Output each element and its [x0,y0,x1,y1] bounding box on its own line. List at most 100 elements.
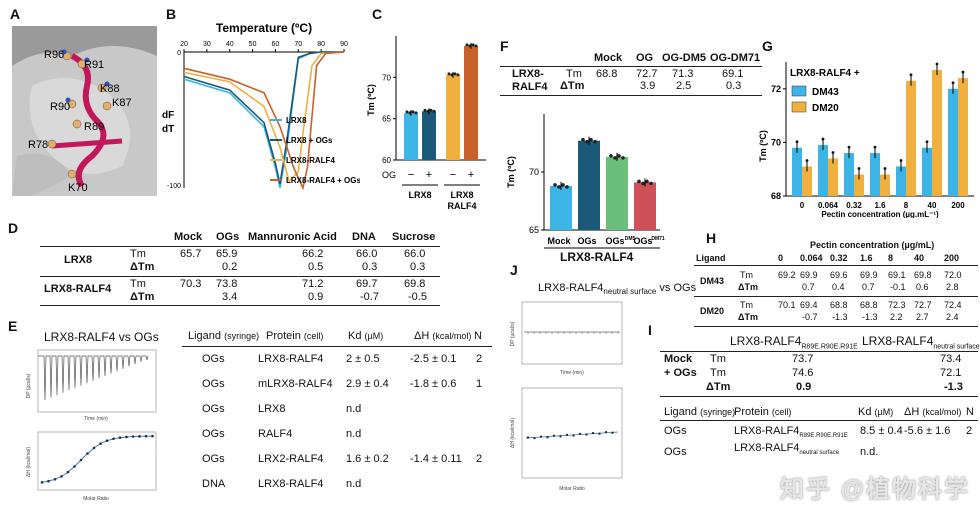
row-name: DM20 [700,306,725,316]
itc-cell: OGs [202,353,225,365]
data-point [79,458,83,462]
cell: 69.2 [778,270,796,280]
cell: 68.8 [830,300,848,310]
bar [422,111,436,160]
cell: 71.3 [672,68,694,80]
hdr: N [474,330,482,342]
panel-j-itc: DP (µcal/s) Time (min) ΔH (kcal/mol) Molar … [510,301,623,492]
cell: 0.4 [832,282,845,292]
residue-label: R91 [84,59,104,71]
cell: 2.7 [916,312,929,322]
bar [818,145,828,196]
itc-cell: LRX8-RALF4 [258,353,324,365]
itc-cell: OGs [202,428,225,440]
legend-title: LRX8-RALF4 + [790,68,860,79]
data-point [474,44,478,48]
data-point [909,73,913,77]
fit-curve [41,435,153,483]
row-name: LRX8-RALF4 [44,283,112,295]
col-header: OGs [216,231,240,243]
data-point [847,145,851,149]
residue-label: R96 [44,49,64,61]
cell: 72.0 [944,270,962,280]
series-line [183,51,345,183]
row-name: Mock [664,353,693,365]
hdr-sub: (syringe) [700,407,736,417]
data-point [821,137,825,141]
residue-label: K70 [68,182,88,194]
data-point [471,43,475,47]
data-point [951,81,955,85]
data-point [578,432,582,436]
tm-label: Tm [130,278,146,290]
data-point [112,437,115,441]
data-point [539,435,543,438]
cell: -5.6 ± 1.6 [904,425,951,437]
cell: 0.5 [308,261,324,273]
cell: 72.1 [940,367,962,379]
cell: -1.3 [944,381,963,393]
data-point [572,434,575,437]
row-name: DM43 [700,276,725,286]
itc-cell: -1.4 ± 0.11 [410,453,462,465]
cell: 69.9 [800,270,818,280]
col-header: 8 [888,253,894,263]
x-label: Time (min) [84,416,108,422]
x-label: Time (min) [560,370,584,376]
panel-d-label: D [8,220,19,236]
cell: -0.7 [802,312,818,322]
x-tick-label: 60 [272,41,280,48]
group-label: LRX8-RALF4 [560,250,634,264]
og-sign: + [426,169,432,181]
tm-label: Tm [710,353,726,365]
data-point [581,137,585,142]
x-tick-label: 1.6 [874,201,886,210]
data-point [857,167,861,170]
itc-cell: n.d [346,428,362,440]
data-point [456,73,460,77]
col-header: 200 [944,253,960,263]
bar [922,147,932,196]
cell: 2.4 [946,312,959,322]
hdr-sub: (kcal/mol) [922,407,962,417]
bar [958,78,968,196]
panel-f-label: F [500,38,509,54]
hdr-sub: neutral surface [933,343,980,351]
bar [634,182,656,230]
x-tick-label: 0 [800,201,805,210]
x-tick-label: 50 [249,41,257,48]
panel-g-chart: 68 70 72 Tm (ºC) 0 0.064 0.32 1.6 8 40 200 Pectin c… [758,62,974,218]
data-point [144,434,148,438]
panel-c-label: C [372,6,383,22]
hdr: LRX8-RALF4 [730,334,802,348]
hdr: Protein [734,406,769,418]
row-name: LRX8- [512,68,544,80]
cell: LRX8-RALF4 [734,442,800,454]
og-sign: − [450,169,456,181]
data-point [73,465,76,468]
hdr: OG-DM71 [710,52,761,64]
x-label: Pectin concentration (µg.mL⁻¹) [821,210,939,218]
data-point [604,431,608,434]
cell: 69.1 [888,270,906,280]
hdr-sub: (µM) [874,407,894,417]
itc-cell: 2.9 ± 0.4 [346,378,389,390]
title-vs: vs OGs [659,282,697,294]
dtm-label: ΔTm [738,312,758,322]
row-name: RALF4 [512,81,548,93]
bar [550,185,572,230]
cell: OGs [664,446,687,458]
y-label: DP (µcal/s) [26,373,32,398]
data-point [432,109,436,113]
x-tick-label: 70 [294,41,302,48]
cell: -1.3 [862,312,878,322]
data-point [447,72,451,76]
residue-label: K88 [100,83,120,95]
panel-b-chart: Temperature (ºC) 20 30 40 50 60 70 80 90 0 -100 dF d… [162,21,360,191]
panel-j-title: LRX8-RALF4neutral surface vs OGs [538,282,696,296]
cell: 0.3 [726,80,742,92]
data-point [526,436,530,439]
dtm-label: ΔTm [560,80,585,92]
col-header: 40 [914,253,925,263]
